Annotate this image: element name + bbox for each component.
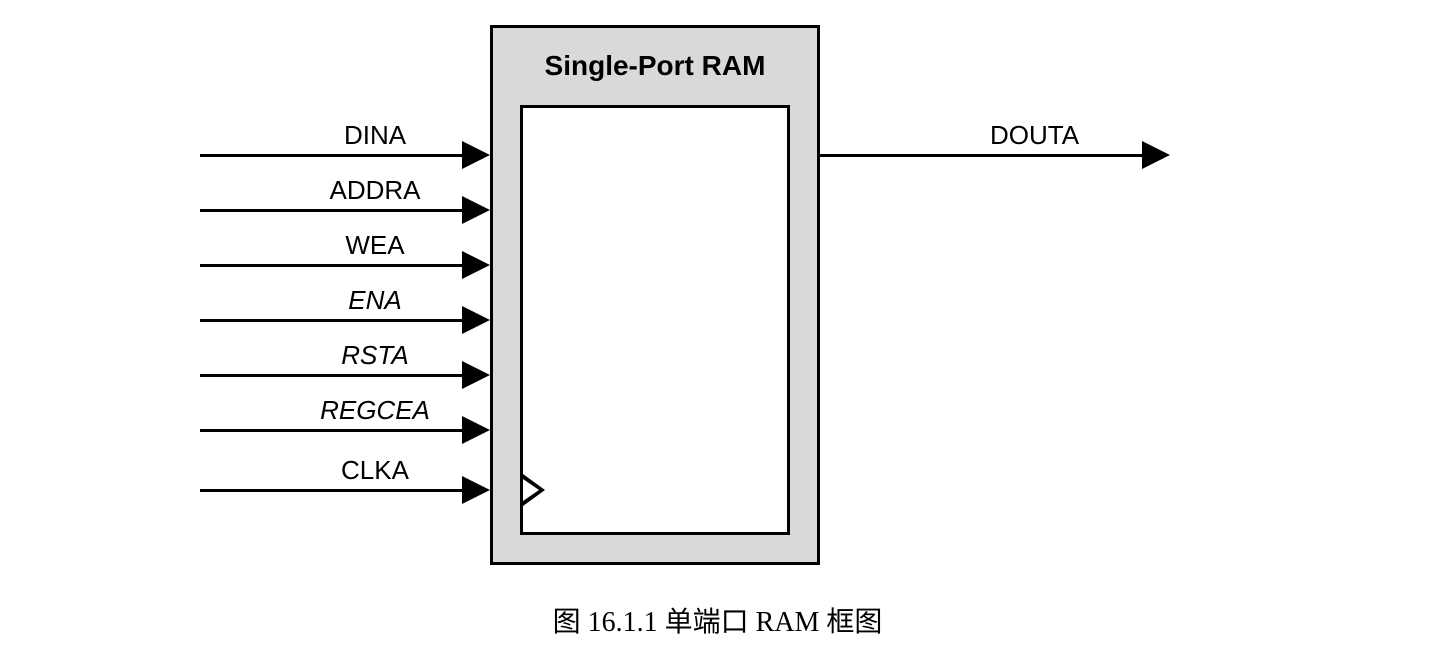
output-line-douta [820,154,1142,157]
input-line-rsta [200,374,462,377]
arrow-right-icon [1142,141,1170,169]
output-label-douta: DOUTA [990,120,1079,151]
input-label-regcea: REGCEA [275,395,475,426]
input-line-wea [200,264,462,267]
input-line-addra [200,209,462,212]
diagram-container: Single-Port RAM DINA ADDRA WEA ENA RSTA REGCE… [0,0,1435,661]
input-line-regcea [200,429,462,432]
input-label-ena: ENA [275,285,475,316]
input-label-wea: WEA [275,230,475,261]
input-label-rsta: RSTA [275,340,475,371]
input-line-dina [200,154,462,157]
input-label-addra: ADDRA [275,175,475,206]
input-line-ena [200,319,462,322]
clock-triangle-inner [523,479,539,501]
ram-title: Single-Port RAM [490,50,820,82]
input-line-clka [200,489,462,492]
figure-caption: 图 16.1.1 单端口 RAM 框图 [0,600,1435,640]
ram-inner-box [520,105,790,535]
input-label-dina: DINA [275,120,475,151]
input-label-clka: CLKA [275,455,475,486]
